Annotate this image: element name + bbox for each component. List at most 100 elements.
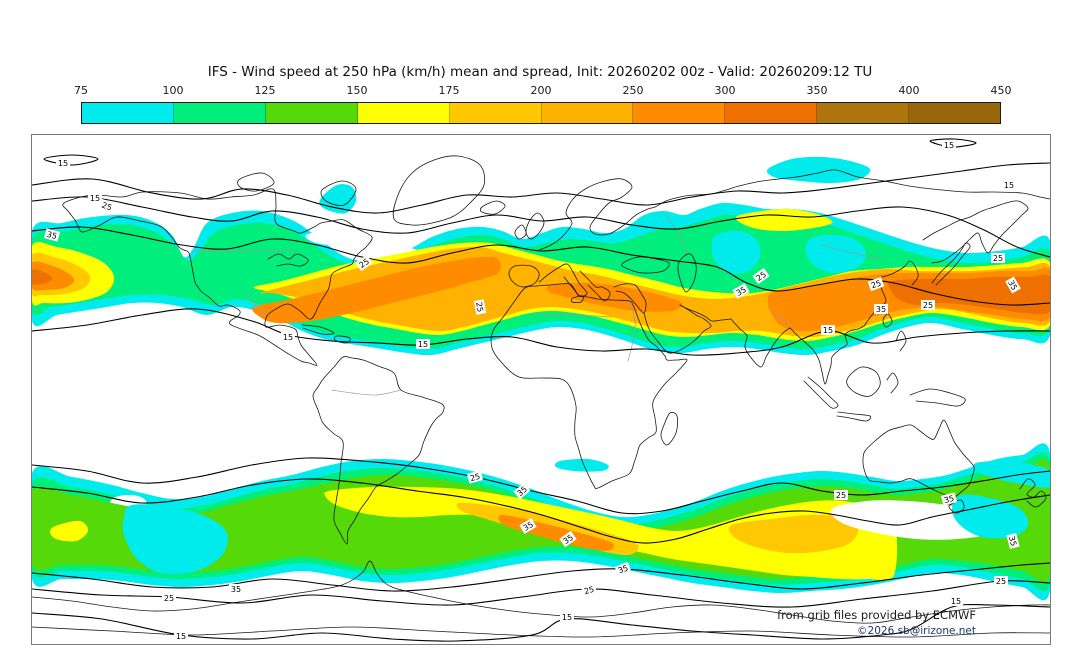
wind-speed-fill-cyan bbox=[554, 458, 609, 472]
contour-label: 35 bbox=[1005, 276, 1021, 294]
coastline bbox=[895, 330, 907, 352]
contour-label: 25 bbox=[473, 299, 487, 315]
contour-label: 25 bbox=[994, 576, 1008, 586]
wind-speed-fill-yellow bbox=[735, 208, 833, 232]
wind-speed-fill-cyan bbox=[973, 460, 1050, 488]
border-river-line bbox=[771, 312, 791, 329]
coastline bbox=[660, 411, 678, 446]
svg-text:15: 15 bbox=[562, 613, 572, 622]
page-title: IFS - Wind speed at 250 hPa (km/h) mean … bbox=[207, 64, 873, 80]
svg-text:35: 35 bbox=[617, 563, 630, 575]
contour-label: 15 bbox=[821, 325, 835, 335]
contour-label: 35 bbox=[614, 561, 632, 577]
coastline bbox=[538, 263, 588, 297]
svg-text:25: 25 bbox=[474, 301, 485, 313]
coastline bbox=[490, 283, 688, 490]
svg-text:25: 25 bbox=[583, 585, 595, 596]
colorbar-segment bbox=[725, 103, 818, 123]
coastline bbox=[479, 200, 506, 215]
svg-text:35: 35 bbox=[522, 520, 535, 533]
coastline bbox=[32, 626, 1050, 638]
svg-text:25: 25 bbox=[996, 577, 1006, 586]
wind-speed-fill-cyan bbox=[122, 504, 228, 575]
world-map: 15 15 15 25 35 25 25 15 15 25 35 35 25 25 15 35 25 15 25 35… bbox=[31, 134, 1051, 645]
wind-speed-fill-deep bbox=[32, 269, 53, 285]
colorbar-tick-label: 350 bbox=[806, 84, 828, 97]
wind-speed-fill-orange bbox=[252, 256, 501, 324]
wind-speed-fill-cyan bbox=[805, 235, 867, 273]
svg-text:15: 15 bbox=[944, 141, 954, 150]
contour-label: 35 bbox=[940, 492, 958, 506]
svg-text:25: 25 bbox=[469, 472, 481, 483]
colorbar-tick-label: 250 bbox=[622, 84, 644, 97]
contour-label: 25 bbox=[98, 198, 116, 214]
colorbar-tick-label: 150 bbox=[346, 84, 368, 97]
colorbar-segment bbox=[357, 103, 450, 123]
svg-text:15: 15 bbox=[1004, 181, 1014, 190]
svg-text:15: 15 bbox=[90, 194, 100, 203]
contour-label: 15 bbox=[88, 193, 102, 203]
coastline bbox=[267, 253, 309, 267]
contour-label: 25 bbox=[991, 253, 1005, 263]
contour-label: 35 bbox=[732, 283, 750, 299]
contour-label: 15 bbox=[949, 596, 963, 606]
contour-label: 25 bbox=[921, 300, 935, 310]
border-river-line bbox=[331, 389, 402, 396]
contour-label: 25 bbox=[162, 593, 176, 603]
colorbar-tick-label: 450 bbox=[990, 84, 1012, 97]
colorbar-tick-label: 125 bbox=[254, 84, 276, 97]
contour-label: 25 bbox=[580, 583, 598, 597]
coastline bbox=[514, 224, 527, 240]
coastline bbox=[730, 318, 791, 368]
border-river-line bbox=[821, 244, 883, 260]
coastline bbox=[677, 253, 697, 293]
coastline bbox=[579, 270, 611, 302]
contour-label: 15 bbox=[560, 612, 574, 622]
coastline bbox=[882, 313, 893, 328]
coastline bbox=[32, 560, 1050, 624]
coastline bbox=[570, 295, 584, 304]
coastline bbox=[508, 264, 540, 288]
colorbar-tick-label: 300 bbox=[714, 84, 736, 97]
svg-text:25: 25 bbox=[836, 491, 846, 500]
spread-contour-line bbox=[32, 478, 1050, 544]
colorbar-segment bbox=[82, 103, 174, 123]
svg-text:35: 35 bbox=[46, 230, 58, 241]
contour-label: 25 bbox=[834, 490, 848, 500]
coastline bbox=[909, 388, 966, 407]
coastline bbox=[538, 169, 1050, 251]
contour-label: 15 bbox=[1002, 180, 1016, 190]
spread-contour-line bbox=[32, 196, 1050, 258]
colorbar-segment bbox=[817, 103, 910, 123]
spread-contour-line bbox=[32, 226, 1050, 306]
svg-text:35: 35 bbox=[1006, 279, 1019, 292]
coastline bbox=[320, 180, 357, 206]
contour-label: 15 bbox=[416, 339, 430, 349]
coastline bbox=[237, 172, 275, 192]
colorbar-tick-label: 75 bbox=[74, 84, 88, 97]
svg-text:25: 25 bbox=[923, 301, 933, 310]
coastline bbox=[931, 242, 971, 286]
spread-contour-line bbox=[32, 457, 1050, 515]
colorbar-segments bbox=[81, 102, 1001, 124]
svg-text:35: 35 bbox=[876, 305, 886, 314]
contour-label: 35 bbox=[1006, 532, 1020, 550]
colorbar-segment bbox=[909, 103, 1001, 123]
svg-text:35: 35 bbox=[943, 494, 955, 505]
contour-label: 35 bbox=[229, 584, 243, 594]
wind-speed-fill-orange bbox=[546, 282, 683, 312]
colorbar-segment bbox=[449, 103, 542, 123]
colorbar-segment bbox=[633, 103, 726, 123]
colorbar-tick-label: 100 bbox=[162, 84, 184, 97]
svg-text:15: 15 bbox=[418, 340, 428, 349]
colorbar-segment bbox=[265, 103, 358, 123]
svg-text:35: 35 bbox=[231, 585, 241, 594]
coastline bbox=[803, 376, 839, 409]
svg-text:25: 25 bbox=[164, 594, 174, 603]
spread-contour-line bbox=[32, 603, 1050, 642]
contour-label: 15 bbox=[942, 140, 956, 150]
colorbar-tick-label: 175 bbox=[438, 84, 460, 97]
coastline bbox=[301, 324, 335, 335]
coastline bbox=[862, 419, 975, 498]
